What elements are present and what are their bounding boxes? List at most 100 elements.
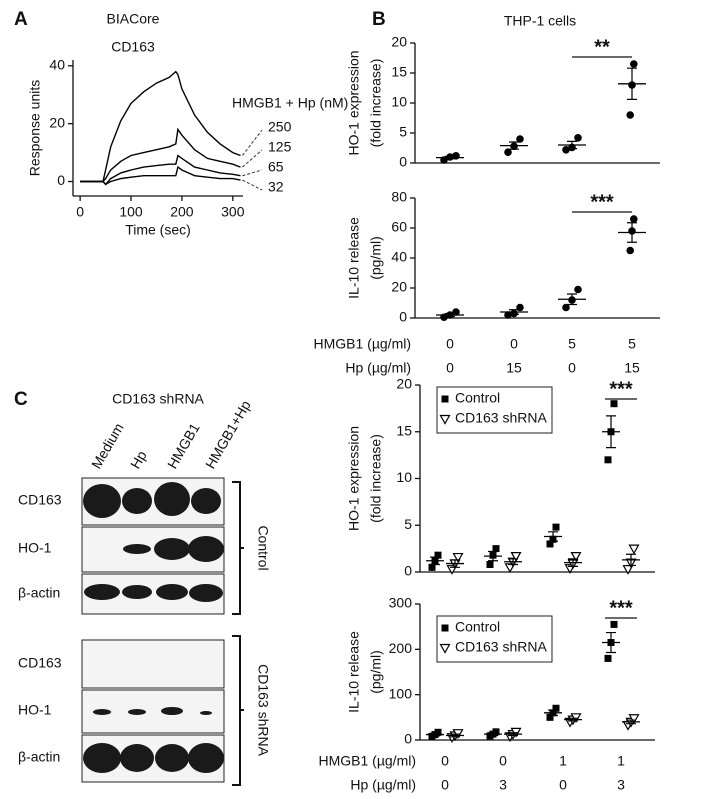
y-tick-label: 0 bbox=[399, 154, 407, 170]
data-point bbox=[546, 713, 554, 721]
chart-title: BIACore bbox=[107, 11, 160, 27]
band bbox=[83, 743, 121, 773]
y-tick-label: 60 bbox=[391, 219, 407, 235]
y-tick-label: 20 bbox=[391, 279, 407, 295]
condition-value: 3 bbox=[617, 777, 625, 793]
panel-label: A bbox=[14, 9, 28, 30]
y-axis-label: IL-10 release bbox=[346, 217, 362, 299]
lane-label: Hp bbox=[127, 448, 150, 472]
y-axis-label: (fold increase) bbox=[368, 59, 384, 148]
data-point bbox=[510, 552, 522, 562]
condition-value: 15 bbox=[506, 360, 522, 376]
error-bar bbox=[508, 558, 518, 566]
condition-value: 0 bbox=[446, 336, 454, 352]
data-point bbox=[574, 134, 582, 142]
y-axis-label: (pg/ml) bbox=[368, 650, 384, 694]
row-label: HO-1 bbox=[18, 702, 52, 718]
x-tick-label: 200 bbox=[170, 204, 194, 220]
error-bar bbox=[488, 732, 498, 737]
y-tick-label: 20 bbox=[49, 114, 65, 130]
x-axis-label: Time (sec) bbox=[125, 222, 191, 238]
condition-label: Hp (µg/ml) bbox=[350, 777, 416, 793]
data-point bbox=[630, 215, 638, 223]
band bbox=[123, 544, 151, 554]
band bbox=[161, 707, 183, 715]
significance-label: ** bbox=[594, 36, 610, 58]
y-tick-label: 10 bbox=[396, 469, 412, 485]
data-point bbox=[626, 111, 634, 119]
y-axis-label: (fold increase) bbox=[368, 434, 384, 523]
significance-label: *** bbox=[609, 597, 633, 619]
condition-label: HMGB1 (µg/ml) bbox=[313, 336, 411, 352]
band bbox=[188, 536, 224, 562]
band bbox=[122, 488, 152, 514]
data-point bbox=[630, 60, 638, 68]
band bbox=[188, 743, 224, 773]
condition-value: 1 bbox=[617, 753, 625, 769]
band bbox=[122, 585, 152, 599]
band bbox=[84, 584, 120, 600]
data-point bbox=[441, 624, 449, 632]
panel-label: C bbox=[14, 389, 28, 410]
y-tick-label: 15 bbox=[396, 422, 412, 438]
leader-line bbox=[242, 129, 263, 156]
band bbox=[191, 488, 221, 514]
y-tick-label: 0 bbox=[404, 731, 412, 747]
bracket bbox=[232, 481, 244, 615]
data-point bbox=[441, 395, 449, 403]
y-axis-label: (pg/ml) bbox=[368, 236, 384, 280]
western-blot: Medium Hp HMGB1 HMGB1+Hp CD163 HO-1 β-ac… bbox=[18, 397, 271, 786]
condition-value: 5 bbox=[628, 336, 636, 352]
y-tick-label: 0 bbox=[399, 309, 407, 325]
data-point bbox=[428, 563, 436, 571]
band bbox=[93, 709, 111, 715]
data-point bbox=[504, 311, 512, 319]
data-point bbox=[626, 246, 634, 255]
y-tick-label: 5 bbox=[404, 516, 412, 532]
data-point bbox=[604, 654, 612, 662]
legend-box bbox=[436, 386, 553, 434]
data-point bbox=[610, 400, 618, 408]
legend-label: 125 bbox=[268, 139, 292, 155]
error-bar bbox=[450, 559, 460, 568]
band bbox=[120, 744, 154, 772]
legend-label: Control bbox=[455, 619, 500, 635]
data-point bbox=[562, 146, 570, 154]
y-tick-label: 200 bbox=[389, 640, 413, 656]
band bbox=[83, 484, 121, 518]
legend-label: 65 bbox=[268, 159, 284, 175]
blot-title: CD163 shRNA bbox=[112, 391, 204, 407]
y-tick-label: 5 bbox=[399, 124, 407, 140]
error-bar bbox=[626, 553, 636, 567]
error-bar bbox=[445, 312, 455, 318]
x-tick-label: 300 bbox=[221, 204, 245, 220]
error-bar bbox=[626, 719, 636, 725]
condition-value: 15 bbox=[624, 360, 640, 376]
band bbox=[156, 584, 188, 600]
condition-value: 0 bbox=[559, 777, 567, 793]
chart-title: THP-1 cells bbox=[504, 13, 576, 29]
data-point bbox=[434, 551, 442, 559]
blot-strip bbox=[81, 639, 225, 689]
condition-value: 0 bbox=[568, 360, 576, 376]
band bbox=[155, 744, 189, 772]
error-bar bbox=[567, 140, 577, 150]
y-tick-label: 20 bbox=[391, 34, 407, 50]
y-axis-label: HO-1 expression bbox=[346, 50, 362, 155]
condition-value: 0 bbox=[499, 753, 507, 769]
error-bar bbox=[445, 155, 455, 160]
condition-value: 0 bbox=[510, 336, 518, 352]
data-point bbox=[434, 728, 442, 736]
panel-label: B bbox=[372, 9, 386, 30]
lane-label: Medium bbox=[88, 420, 127, 471]
error-bar bbox=[508, 732, 518, 737]
legend-label: 32 bbox=[268, 179, 284, 195]
condition-value: 1 bbox=[559, 753, 567, 769]
error-bar bbox=[606, 631, 616, 654]
error-bar bbox=[430, 732, 440, 737]
condition-value: 3 bbox=[499, 777, 507, 793]
error-bar bbox=[509, 309, 519, 315]
error-bar bbox=[450, 733, 460, 738]
significance-label: *** bbox=[590, 191, 614, 213]
data-point bbox=[439, 643, 451, 654]
